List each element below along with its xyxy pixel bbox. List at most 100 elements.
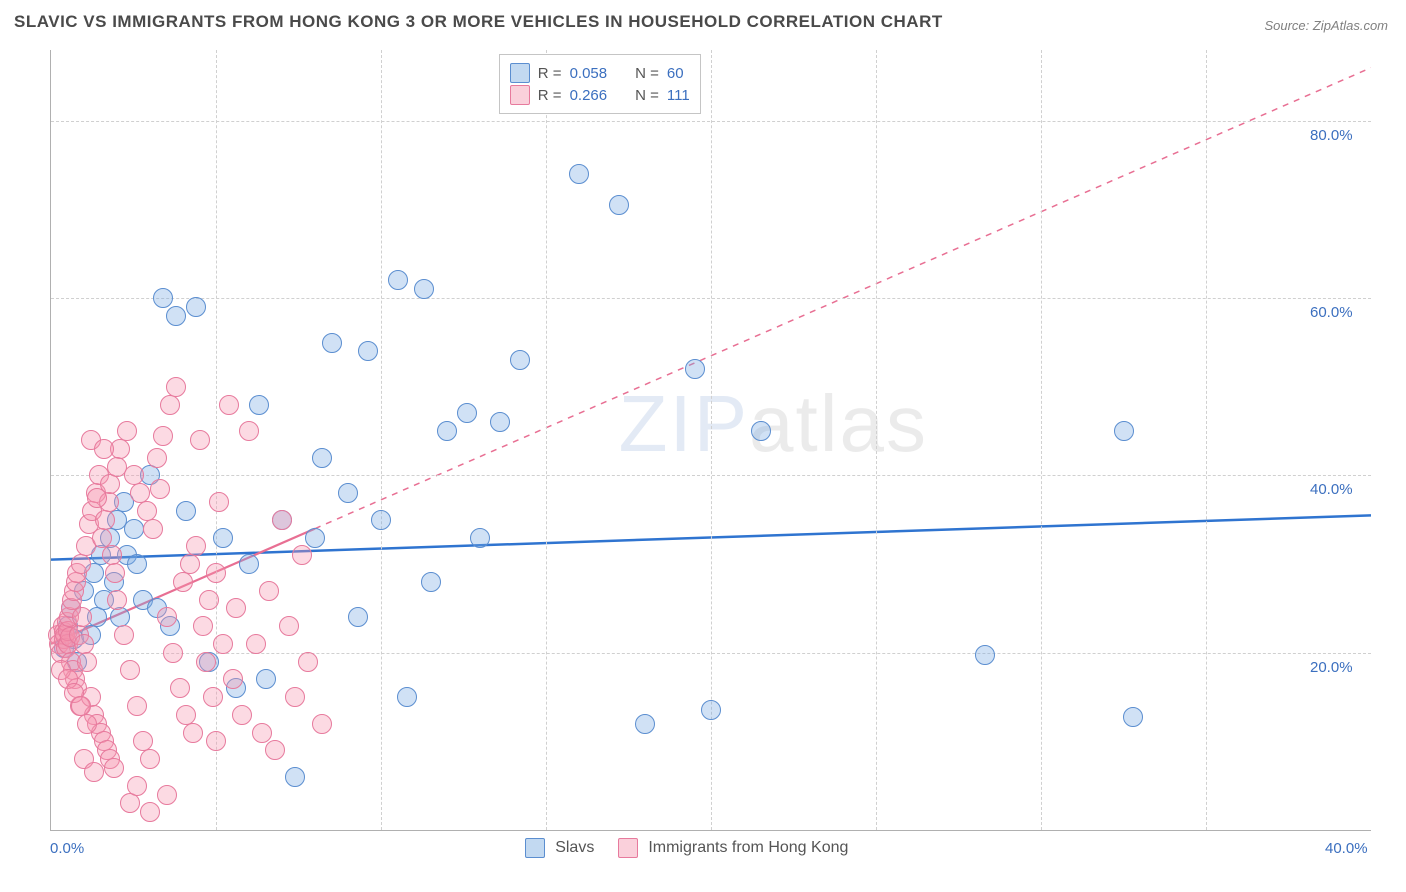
gridline-vertical [546,50,547,830]
scatter-point-blue [305,528,325,548]
scatter-point-pink [298,652,318,672]
gridline-vertical [381,50,382,830]
scatter-point-blue [421,572,441,592]
watermark-zip: ZIP [619,379,749,468]
scatter-point-pink [71,554,91,574]
plot-area: ZIPatlas [50,50,1371,831]
scatter-point-pink [226,598,246,618]
chart-container: SLAVIC VS IMMIGRANTS FROM HONG KONG 3 OR… [0,0,1406,892]
scatter-point-pink [105,563,125,583]
r-value: 0.058 [570,65,608,82]
scatter-point-pink [100,474,120,494]
scatter-point-pink [114,625,134,645]
scatter-point-pink [77,714,97,734]
scatter-point-pink [95,510,115,530]
scatter-point-blue [348,607,368,627]
gridline-vertical [216,50,217,830]
scatter-point-pink [127,696,147,716]
scatter-point-pink [272,510,292,530]
scatter-point-blue [110,607,130,627]
legend-swatch-blue [510,63,530,83]
n-label: N = [635,87,659,104]
scatter-point-pink [292,545,312,565]
scatter-point-blue [186,297,206,317]
scatter-point-pink [285,687,305,707]
scatter-point-pink [147,448,167,468]
n-label: N = [635,65,659,82]
scatter-point-blue [124,519,144,539]
scatter-point-blue [213,528,233,548]
scatter-point-pink [199,590,219,610]
scatter-point-pink [153,426,173,446]
scatter-point-pink [232,705,252,725]
scatter-point-pink [180,554,200,574]
scatter-point-blue [371,510,391,530]
scatter-point-blue [285,767,305,787]
scatter-point-pink [246,634,266,654]
scatter-point-blue [166,306,186,326]
legend-label: Immigrants from Hong Kong [648,839,848,857]
legend-row: R = 0.058 N = 60 [510,63,690,83]
watermark: ZIPatlas [619,378,928,470]
scatter-point-blue [569,164,589,184]
scatter-point-blue [358,341,378,361]
y-tick-label: 60.0% [1310,304,1353,321]
scatter-point-pink [72,607,92,627]
series-legend: SlavsImmigrants from Hong Kong [525,838,862,858]
r-label: R = [538,65,562,82]
scatter-point-pink [206,731,226,751]
scatter-point-pink [279,616,299,636]
scatter-point-pink [120,793,140,813]
scatter-point-pink [84,762,104,782]
scatter-point-pink [190,430,210,450]
r-label: R = [538,87,562,104]
scatter-point-blue [701,700,721,720]
scatter-point-pink [193,616,213,636]
correlation-legend: R =0.058N =60R =0.266N =111 [499,54,701,114]
scatter-point-blue [256,669,276,689]
y-tick-label: 40.0% [1310,481,1353,498]
scatter-point-pink [140,749,160,769]
scatter-point-pink [206,563,226,583]
scatter-point-blue [1123,707,1143,727]
scatter-point-pink [107,590,127,610]
scatter-point-pink [186,536,206,556]
scatter-point-blue [312,448,332,468]
x-tick-label: 40.0% [1325,840,1368,857]
scatter-point-pink [196,652,216,672]
scatter-point-pink [173,572,193,592]
scatter-point-pink [259,581,279,601]
scatter-point-pink [157,607,177,627]
scatter-point-pink [127,776,147,796]
scatter-point-pink [183,723,203,743]
scatter-point-blue [239,554,259,574]
n-value: 60 [667,65,684,82]
scatter-point-pink [160,395,180,415]
scatter-point-blue [414,279,434,299]
scatter-point-pink [117,421,137,441]
scatter-point-blue [388,270,408,290]
scatter-point-pink [107,457,127,477]
scatter-point-blue [975,645,995,665]
scatter-point-pink [223,669,243,689]
legend-swatch-pink [618,838,638,858]
scatter-point-blue [470,528,490,548]
scatter-point-blue [609,195,629,215]
scatter-point-blue [685,359,705,379]
scatter-point-blue [457,403,477,423]
scatter-point-pink [166,377,186,397]
scatter-point-pink [163,643,183,663]
n-value: 111 [667,87,690,104]
scatter-point-blue [127,554,147,574]
legend-swatch-pink [510,85,530,105]
scatter-point-pink [140,802,160,822]
scatter-point-blue [176,501,196,521]
y-tick-label: 80.0% [1310,127,1353,144]
scatter-point-blue [322,333,342,353]
watermark-atlas: atlas [749,379,928,468]
scatter-point-pink [143,519,163,539]
scatter-point-pink [77,652,97,672]
gridline-vertical [1041,50,1042,830]
x-tick-label: 0.0% [50,840,84,857]
scatter-point-blue [397,687,417,707]
